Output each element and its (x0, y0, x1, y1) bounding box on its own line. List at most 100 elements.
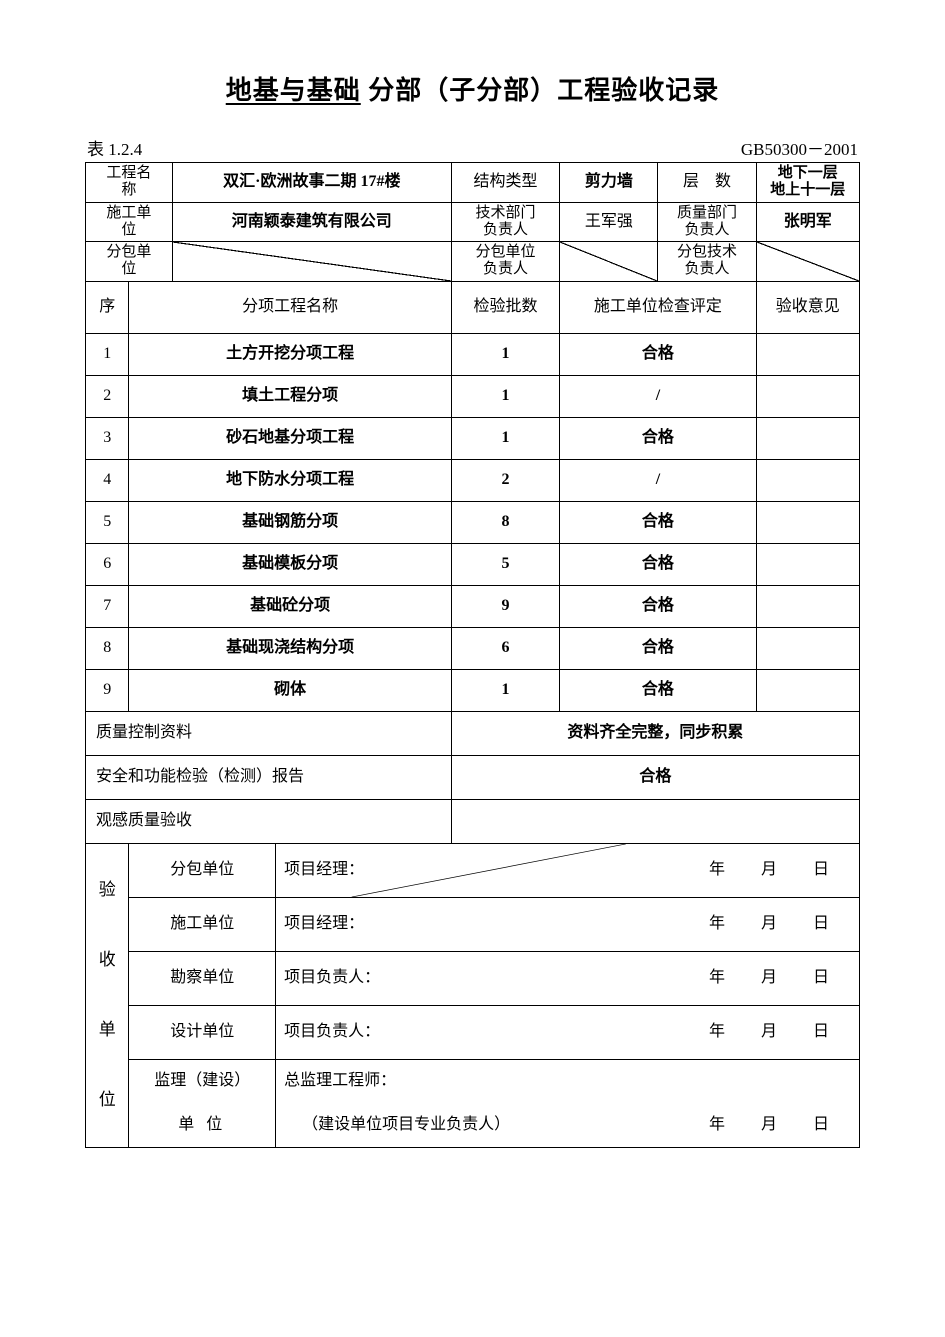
signature-construction-row: 施工单位 项目经理： 年 月 日 (86, 897, 860, 951)
title-rest: 分部（子分部）工程验收记录 (361, 76, 720, 105)
cell-batch: 9 (451, 585, 559, 627)
cell-opinion (756, 543, 859, 585)
column-header-row: 序 分项工程名称 检验批数 施工单位检查评定 验收意见 (86, 281, 860, 333)
cell-name: 砂石地基分项工程 (129, 417, 451, 459)
cell-name: 基础砼分项 (129, 585, 451, 627)
acceptance-table: 工程名 称 双汇·欧洲故事二期 17#楼 结构类型 剪力墙 层 数 地下一层 地… (85, 162, 860, 1148)
sig-construction-label: 施工单位 (129, 897, 276, 951)
summary-quality-row: 质量控制资料 资料齐全完整，同步积累 (86, 711, 860, 755)
acceptance-unit-label: 验 收 单 位 (86, 843, 129, 1147)
structure-type: 剪力墙 (560, 163, 658, 203)
safety-label: 安全和功能检验（检测）报告 (86, 755, 452, 799)
structure-type-label: 结构类型 (451, 163, 559, 203)
table-row: 1 土方开挖分项工程 1 合格 (86, 333, 860, 375)
cell-opinion (756, 459, 859, 501)
header-row-1: 工程名 称 双汇·欧洲故事二期 17#楼 结构类型 剪力墙 层 数 地下一层 地… (86, 163, 860, 203)
sig-design-label: 设计单位 (129, 1005, 276, 1059)
header-row-2: 施工单 位 河南颖泰建筑有限公司 技术部门 负责人 王军强 质量部门 负责人 张… (86, 202, 860, 242)
cell-seq: 8 (86, 627, 129, 669)
quality-dept-label: 质量部门 负责人 (658, 202, 756, 242)
table-number: 表 1.2.4 (87, 135, 142, 160)
table-row: 9 砌体 1 合格 (86, 669, 860, 711)
cell-opinion (756, 333, 859, 375)
cell-batch: 1 (451, 333, 559, 375)
cell-opinion (756, 669, 859, 711)
cell-assessment: 合格 (560, 585, 756, 627)
table-row: 5 基础钢筋分项 8 合格 (86, 501, 860, 543)
sig-survey-content: 项目负责人： 年 月 日 (276, 951, 860, 1005)
subcontract-tech (756, 242, 859, 282)
cell-assessment: 合格 (560, 417, 756, 459)
cell-seq: 6 (86, 543, 129, 585)
sig-survey-label: 勘察单位 (129, 951, 276, 1005)
cell-assessment: 合格 (560, 543, 756, 585)
col-seq: 序 (86, 281, 129, 333)
sig-supervisor-content-2: （建设单位项目专业负责人） 年 月 日 (276, 1103, 860, 1147)
sig-subcontract-content: 项目经理： 年 月 日 (276, 843, 860, 897)
project-name-label: 工程名 称 (86, 163, 173, 203)
cell-seq: 2 (86, 375, 129, 417)
sig-supervisor-content-1: 总监理工程师： (276, 1059, 860, 1103)
signature-subcontract-row: 验 收 单 位 分包单位 项目经理： 年 月 日 (86, 843, 860, 897)
standard-code: GB50300－2001 (741, 135, 858, 160)
subcontract-leader-label: 分包单位 负责人 (451, 242, 559, 282)
cell-opinion (756, 501, 859, 543)
floors-label: 层 数 (658, 163, 756, 203)
visual-label: 观感质量验收 (86, 799, 452, 843)
cell-seq: 3 (86, 417, 129, 459)
sig-subcontract-label: 分包单位 (129, 843, 276, 897)
table-row: 6 基础模板分项 5 合格 (86, 543, 860, 585)
cell-batch: 5 (451, 543, 559, 585)
construction-unit-label: 施工单 位 (86, 202, 173, 242)
cell-name: 砌体 (129, 669, 451, 711)
cell-name: 基础现浇结构分项 (129, 627, 451, 669)
header-row-3: 分包单 位 分包单位 负责人 分包技术 负责人 (86, 242, 860, 282)
col-item-name: 分项工程名称 (129, 281, 451, 333)
meta-row: 表 1.2.4 GB50300－2001 (85, 135, 860, 160)
cell-batch: 6 (451, 627, 559, 669)
tech-dept: 王军强 (560, 202, 658, 242)
tech-dept-label: 技术部门 负责人 (451, 202, 559, 242)
cell-name: 基础钢筋分项 (129, 501, 451, 543)
cell-seq: 7 (86, 585, 129, 627)
cell-batch: 1 (451, 417, 559, 459)
signature-design-row: 设计单位 项目负责人： 年 月 日 (86, 1005, 860, 1059)
document-title: 地基与基础 分部（子分部）工程验收记录 (85, 70, 860, 107)
cell-assessment: / (560, 459, 756, 501)
summary-safety-row: 安全和功能检验（检测）报告 合格 (86, 755, 860, 799)
cell-assessment: 合格 (560, 669, 756, 711)
cell-name: 基础模板分项 (129, 543, 451, 585)
table-row: 7 基础砼分项 9 合格 (86, 585, 860, 627)
subcontract-unit-label: 分包单 位 (86, 242, 173, 282)
cell-assessment: 合格 (560, 627, 756, 669)
signature-survey-row: 勘察单位 项目负责人： 年 月 日 (86, 951, 860, 1005)
cell-assessment: 合格 (560, 333, 756, 375)
table-row: 3 砂石地基分项工程 1 合格 (86, 417, 860, 459)
col-opinion: 验收意见 (756, 281, 859, 333)
cell-seq: 9 (86, 669, 129, 711)
table-row: 4 地下防水分项工程 2 / (86, 459, 860, 501)
cell-opinion (756, 627, 859, 669)
signature-supervisor-row-2: 单 位 （建设单位项目专业负责人） 年 月 日 (86, 1103, 860, 1147)
cell-batch: 2 (451, 459, 559, 501)
cell-seq: 4 (86, 459, 129, 501)
sig-construction-content: 项目经理： 年 月 日 (276, 897, 860, 951)
signature-supervisor-row-1: 监理（建设） 总监理工程师： (86, 1059, 860, 1103)
cell-name: 地下防水分项工程 (129, 459, 451, 501)
construction-unit: 河南颖泰建筑有限公司 (172, 202, 451, 242)
cell-seq: 5 (86, 501, 129, 543)
cell-assessment: / (560, 375, 756, 417)
cell-seq: 1 (86, 333, 129, 375)
safety-value: 合格 (451, 755, 859, 799)
subcontract-unit (172, 242, 451, 282)
summary-visual-row: 观感质量验收 (86, 799, 860, 843)
quality-dept: 张明军 (756, 202, 859, 242)
title-underline: 地基与基础 (226, 76, 361, 105)
cell-opinion (756, 585, 859, 627)
sig-design-content: 项目负责人： 年 月 日 (276, 1005, 860, 1059)
project-name: 双汇·欧洲故事二期 17#楼 (172, 163, 451, 203)
quality-label: 质量控制资料 (86, 711, 452, 755)
floors: 地下一层 地上十一层 (756, 163, 859, 203)
col-batch: 检验批数 (451, 281, 559, 333)
visual-value (451, 799, 859, 843)
